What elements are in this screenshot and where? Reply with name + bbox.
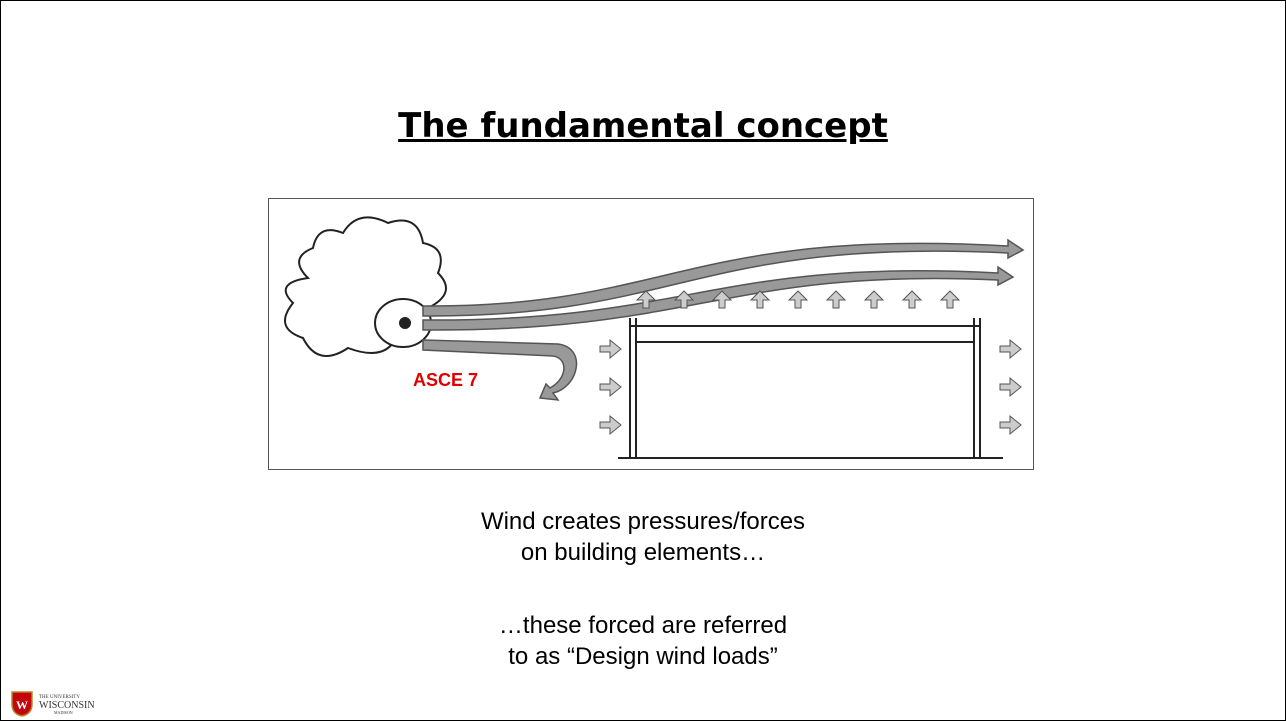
title: The fundamental concept: [398, 106, 888, 146]
logo-main: WISCONSIN: [39, 700, 95, 711]
logo: W THE UNIVERSITY WISCONSIN MADISON: [11, 691, 95, 717]
text-line: Wind creates pressures/forces: [480, 508, 806, 535]
logo-top: THE UNIVERSITY: [39, 695, 80, 700]
figure-label: ASCE 7: [413, 370, 478, 390]
paragraph: Wind creates pressures/forces on buildin…: [1, 506, 1285, 568]
svg-text:W: W: [16, 698, 28, 712]
text-line: …these forced are referred: [498, 612, 788, 639]
wind-figure: ASCE 7: [268, 198, 1034, 470]
text-line: on building elements…: [520, 539, 766, 566]
text-line: to as “Design wind loads”: [508, 643, 778, 670]
paragraph: …these forced are referred to as “Design…: [1, 610, 1285, 672]
logo-bottom: MADISON: [54, 710, 73, 715]
